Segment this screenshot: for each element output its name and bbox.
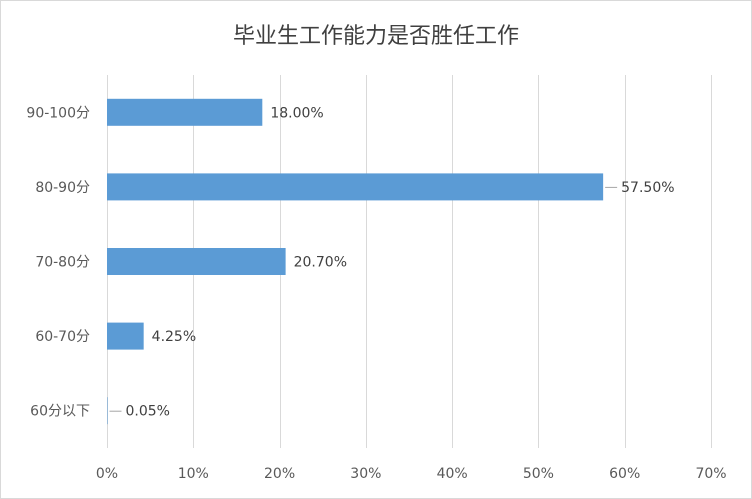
chart-title: 毕业生工作能力是否胜任工作 bbox=[232, 24, 519, 49]
bar bbox=[107, 322, 144, 350]
y-category-label: 80-90分 bbox=[35, 180, 90, 196]
x-tick-label: 30% bbox=[350, 466, 381, 482]
y-category-label: 60-70分 bbox=[35, 329, 90, 345]
bar bbox=[107, 397, 108, 425]
y-category-label: 90-100分 bbox=[26, 105, 90, 121]
y-category-label: 70-80分 bbox=[35, 255, 90, 271]
y-category-label: 60分以下 bbox=[30, 404, 90, 420]
x-tick-label: 40% bbox=[437, 466, 468, 482]
data-label: 18.00% bbox=[270, 105, 323, 121]
x-tick-label: 20% bbox=[264, 466, 295, 482]
bar bbox=[107, 98, 263, 126]
x-tick-label: 10% bbox=[178, 466, 209, 482]
data-label: 20.70% bbox=[294, 255, 347, 271]
data-label: 0.05% bbox=[126, 404, 170, 420]
x-tick-label: 70% bbox=[695, 466, 726, 482]
bar bbox=[107, 173, 604, 201]
data-label: 4.25% bbox=[152, 329, 196, 345]
x-tick-label: 0% bbox=[96, 466, 118, 482]
data-label: 57.50% bbox=[621, 180, 674, 196]
x-tick-label: 50% bbox=[523, 466, 554, 482]
bar bbox=[107, 248, 286, 275]
x-tick-label: 60% bbox=[609, 466, 640, 482]
